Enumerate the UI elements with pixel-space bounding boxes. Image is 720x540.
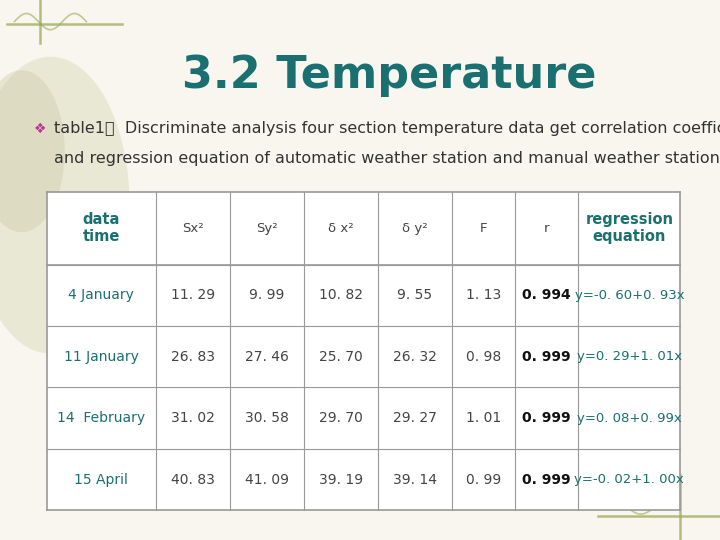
Text: 4 January: 4 January <box>68 288 135 302</box>
Text: and regression equation of automatic weather station and manual weather station: and regression equation of automatic wea… <box>54 151 720 166</box>
Text: 0. 99: 0. 99 <box>466 472 501 487</box>
Text: y=-0. 02+1. 00x: y=-0. 02+1. 00x <box>575 473 684 486</box>
Text: F: F <box>480 221 487 235</box>
Text: 26. 32: 26. 32 <box>392 350 436 364</box>
Text: 0. 999: 0. 999 <box>522 411 571 425</box>
Text: 10. 82: 10. 82 <box>319 288 363 302</box>
Text: 26. 83: 26. 83 <box>171 350 215 364</box>
Text: 39. 19: 39. 19 <box>319 472 363 487</box>
Text: 0. 98: 0. 98 <box>466 350 501 364</box>
Text: 29. 70: 29. 70 <box>319 411 363 425</box>
Text: 31. 02: 31. 02 <box>171 411 215 425</box>
Text: 41. 09: 41. 09 <box>245 472 289 487</box>
Text: 9. 99: 9. 99 <box>249 288 284 302</box>
Text: y=0. 08+0. 99x: y=0. 08+0. 99x <box>577 411 682 424</box>
Text: r: r <box>544 221 549 235</box>
Text: 29. 27: 29. 27 <box>392 411 436 425</box>
Text: 11 January: 11 January <box>64 350 139 364</box>
Text: Sx²: Sx² <box>182 221 204 235</box>
Text: 25. 70: 25. 70 <box>319 350 363 364</box>
Text: 15 April: 15 April <box>74 472 128 487</box>
Text: 1. 01: 1. 01 <box>466 411 501 425</box>
Text: 39. 14: 39. 14 <box>392 472 436 487</box>
Text: 0. 999: 0. 999 <box>522 472 571 487</box>
Text: 14  February: 14 February <box>58 411 145 425</box>
Text: δ x²: δ x² <box>328 221 354 235</box>
Bar <box>47 192 680 510</box>
Text: δ y²: δ y² <box>402 221 428 235</box>
Text: 27. 46: 27. 46 <box>245 350 289 364</box>
Text: table1：  Discriminate analysis four section temperature data get correlation coe: table1： Discriminate analysis four secti… <box>54 122 720 137</box>
Text: 30. 58: 30. 58 <box>245 411 289 425</box>
Text: 3.2 Temperature: 3.2 Temperature <box>181 54 596 97</box>
Text: Sy²: Sy² <box>256 221 278 235</box>
Text: 40. 83: 40. 83 <box>171 472 215 487</box>
Text: 0. 994: 0. 994 <box>522 288 571 302</box>
Text: 1. 13: 1. 13 <box>466 288 501 302</box>
Text: regression
equation: regression equation <box>585 212 673 244</box>
Text: y=-0. 60+0. 93x: y=-0. 60+0. 93x <box>575 289 684 302</box>
Text: ❖: ❖ <box>33 122 46 136</box>
Ellipse shape <box>0 70 65 232</box>
Text: y=0. 29+1. 01x: y=0. 29+1. 01x <box>577 350 682 363</box>
Text: 0. 999: 0. 999 <box>522 350 571 364</box>
Text: 11. 29: 11. 29 <box>171 288 215 302</box>
Text: data
time: data time <box>83 212 120 244</box>
Text: 9. 55: 9. 55 <box>397 288 432 302</box>
Ellipse shape <box>0 57 130 354</box>
